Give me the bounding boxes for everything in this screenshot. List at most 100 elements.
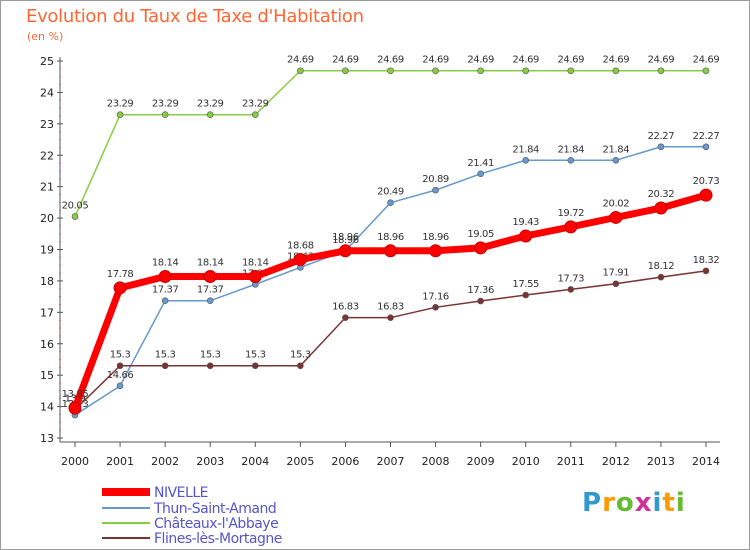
y-minor-tick — [59, 287, 61, 290]
y-tick-label: 18 — [40, 275, 54, 288]
data-label: 24.69 — [512, 55, 539, 66]
proxiti-logo: Proxiti — [582, 488, 686, 518]
x-tick-label: 2010 — [512, 455, 540, 468]
data-label: 24.69 — [377, 55, 404, 66]
y-minor-tick — [59, 83, 61, 86]
y-tick-label: 17 — [40, 306, 54, 319]
y-minor-tick — [59, 429, 61, 431]
data-label: 20.49 — [377, 187, 404, 198]
data-point — [474, 241, 488, 255]
y-minor-tick — [59, 319, 61, 321]
y-tick-label: 23 — [40, 118, 54, 131]
data-point — [342, 314, 349, 321]
data-point — [248, 270, 262, 284]
y-minor-tick — [59, 225, 61, 227]
data-point — [251, 111, 259, 119]
data-label: 24.69 — [332, 55, 359, 66]
data-point — [657, 143, 665, 151]
x-tick-label: 2004 — [241, 455, 269, 468]
y-minor-tick — [59, 358, 61, 361]
data-point — [158, 270, 172, 284]
data-label: 18.12 — [648, 261, 675, 272]
data-point — [387, 314, 394, 321]
data-label: 23.29 — [107, 99, 134, 110]
data-label: 24.69 — [557, 55, 584, 66]
y-minor-tick — [59, 390, 61, 392]
data-label: 17.78 — [107, 269, 134, 280]
y-tick-label: 21 — [40, 181, 54, 194]
data-point — [612, 156, 620, 164]
data-label: 15.3 — [245, 350, 266, 361]
data-label: 21.84 — [512, 144, 539, 155]
data-point — [432, 67, 439, 75]
data-label: 20.89 — [422, 174, 449, 185]
data-label: 21.84 — [557, 144, 584, 155]
y-tick-label: 14 — [40, 401, 54, 414]
x-tick-label: 2011 — [557, 455, 585, 468]
y-minor-tick — [59, 327, 61, 329]
data-label: 20.32 — [648, 189, 675, 200]
y-minor-tick — [59, 240, 61, 243]
data-label: 15.3 — [155, 350, 176, 361]
data-label: 17.91 — [603, 268, 630, 279]
data-label: 20.02 — [603, 198, 630, 209]
data-point — [657, 67, 665, 75]
data-label: 24.69 — [467, 55, 494, 66]
data-point — [293, 253, 307, 267]
data-label: 18.68 — [287, 241, 314, 252]
data-point — [71, 213, 79, 220]
data-point — [116, 111, 124, 119]
y-minor-tick — [59, 115, 61, 117]
y-minor-tick — [59, 272, 61, 274]
x-tick-label: 2008 — [422, 455, 450, 468]
x-tick-label: 2012 — [602, 455, 630, 468]
data-label: 19.05 — [467, 229, 494, 240]
data-point — [702, 67, 710, 75]
data-point — [297, 67, 304, 75]
data-point — [564, 220, 578, 234]
data-point — [432, 186, 439, 194]
legend-label: Thun-Saint-Amand — [153, 501, 276, 517]
data-label: 24.69 — [693, 55, 720, 66]
chart-subtitle: (en %) — [27, 30, 64, 43]
data-point — [519, 229, 533, 243]
data-point — [477, 170, 484, 178]
data-point — [297, 362, 304, 370]
y-minor-tick — [59, 366, 61, 369]
y-minor-tick — [59, 138, 61, 141]
y-minor-tick — [59, 107, 61, 109]
y-minor-tick — [59, 146, 61, 149]
data-point — [654, 201, 668, 215]
data-label: 22.27 — [693, 131, 720, 142]
x-tick-label: 2001 — [106, 455, 134, 468]
data-label: 18.96 — [332, 232, 359, 243]
data-label: 15.3 — [200, 350, 221, 361]
y-minor-tick — [59, 75, 61, 78]
data-label: 20.05 — [62, 201, 89, 212]
x-tick-label: 2007 — [377, 455, 405, 468]
y-minor-tick — [59, 264, 61, 267]
data-label: 21.41 — [467, 158, 494, 169]
data-label: 17.37 — [197, 285, 224, 296]
data-label: 23.29 — [197, 99, 224, 110]
legend-label: NIVELLE — [154, 485, 208, 501]
y-minor-tick — [59, 162, 61, 164]
data-point — [657, 273, 665, 281]
y-minor-tick — [59, 178, 61, 180]
y-minor-tick — [59, 68, 61, 70]
data-label: 18.14 — [152, 258, 179, 269]
data-label: 20.73 — [693, 176, 720, 187]
data-label: 23.29 — [242, 99, 269, 110]
data-label: 17.36 — [467, 285, 494, 296]
data-point — [206, 111, 214, 119]
y-minor-tick — [59, 397, 61, 400]
y-minor-tick — [59, 350, 61, 353]
data-label: 17.73 — [557, 273, 584, 284]
y-minor-tick — [59, 170, 61, 172]
x-tick-label: 2000 — [61, 455, 89, 468]
y-tick-label: 20 — [40, 212, 54, 225]
data-point — [203, 270, 217, 284]
data-point — [116, 362, 124, 370]
